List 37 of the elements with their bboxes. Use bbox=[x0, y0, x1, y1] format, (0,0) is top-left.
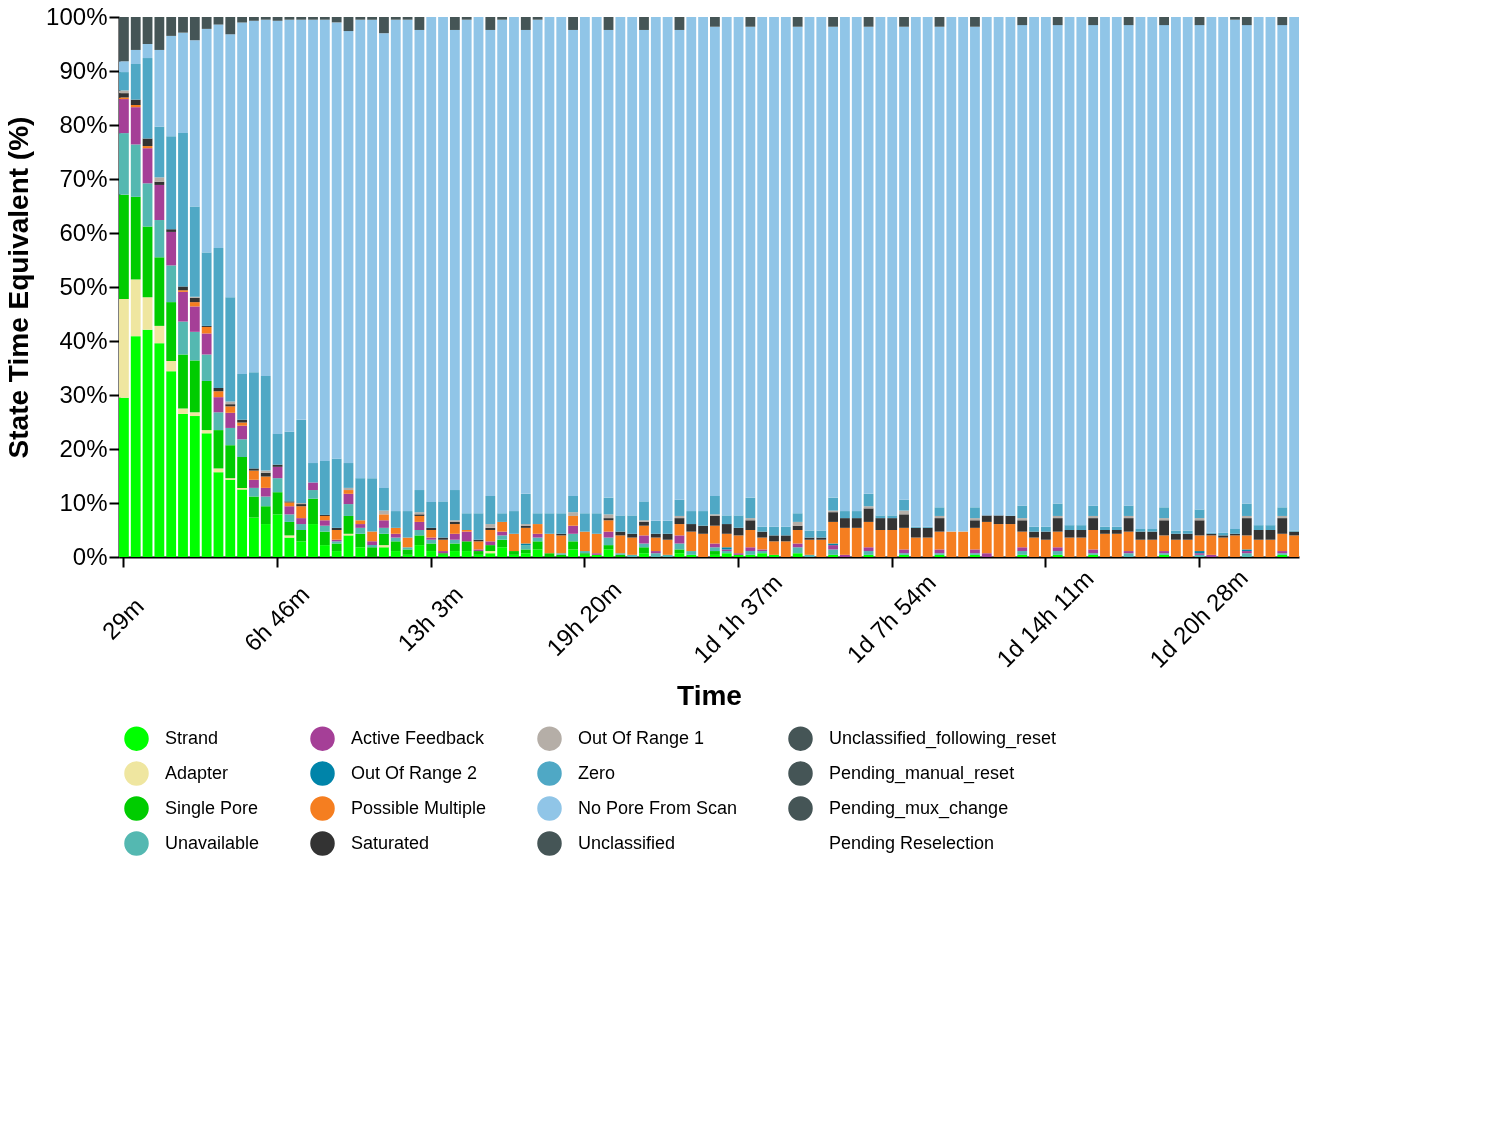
y-tick-label: 40% bbox=[59, 326, 108, 354]
legend-label: Unclassified_following_reset bbox=[829, 727, 1057, 749]
legend-label: Pending_manual_reset bbox=[829, 762, 1015, 784]
legend-label: Possible Multiple bbox=[351, 797, 487, 818]
x-axis-title: Time bbox=[677, 679, 742, 711]
x-tick-label: 1d 14h 11m bbox=[991, 564, 1099, 673]
x-tick-label: 13h 3m bbox=[392, 580, 469, 657]
x-tick-label: 29m bbox=[96, 592, 149, 645]
y-tick-label: 100% bbox=[46, 2, 108, 30]
text: Pending Reselection bbox=[829, 832, 995, 853]
legend-label: Strand bbox=[165, 727, 219, 748]
y-tick-label: 20% bbox=[59, 434, 108, 462]
legend-label: No Pore From Scan bbox=[578, 797, 738, 818]
y-tick-label: 30% bbox=[59, 380, 108, 408]
x-tick-label: 1d 7h 54m bbox=[841, 568, 941, 669]
legend-label: Pending_mux_change bbox=[829, 797, 1009, 819]
legend-label: Unavailable bbox=[165, 832, 260, 853]
legend-label: Zero bbox=[578, 762, 616, 783]
legend-label: Unclassified bbox=[578, 832, 676, 853]
x-tick-label: 19h 20m bbox=[541, 575, 627, 662]
y-tick-label: 10% bbox=[59, 488, 108, 516]
legend-label: Out Of Range 2 bbox=[351, 762, 478, 783]
y-tick-label: 80% bbox=[59, 110, 108, 138]
x-tick-label: 1d 1h 37m bbox=[687, 568, 788, 669]
legend-label: Out Of Range 1 bbox=[578, 727, 705, 748]
y-tick-label: 90% bbox=[59, 56, 108, 84]
x-tick-label: 1d 20h 28m bbox=[1144, 564, 1253, 673]
y-tick-label: 50% bbox=[59, 272, 108, 300]
x-tick-label: 6h 46m bbox=[238, 580, 315, 657]
y-tick-label: 60% bbox=[59, 218, 108, 246]
y-tick-label: 70% bbox=[59, 164, 108, 192]
legend-label: Adapter bbox=[165, 762, 229, 783]
y-axis-title: State Time Equivalent (%) bbox=[3, 116, 35, 459]
legend-label: Single Pore bbox=[165, 797, 259, 818]
legend-label: Saturated bbox=[351, 832, 430, 853]
y-tick-label: 0% bbox=[72, 542, 108, 570]
legend-label: Active Feedback bbox=[351, 727, 486, 748]
